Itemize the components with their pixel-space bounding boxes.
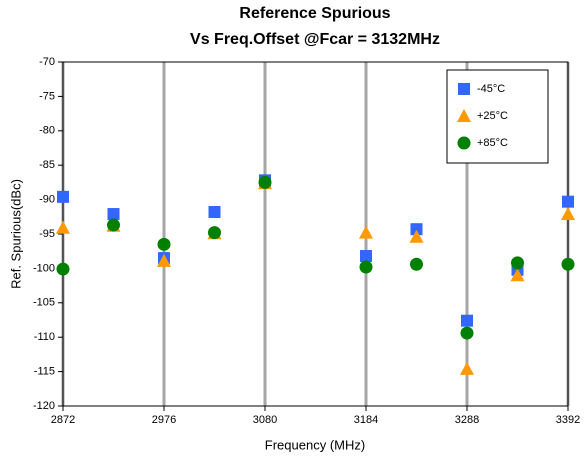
y-tick-label: -75 <box>39 90 55 102</box>
marker-triangle <box>457 109 471 122</box>
y-tick-label: -115 <box>34 366 55 378</box>
legend-label: +25°C <box>477 110 508 122</box>
y-axis-title: Ref. Spurious(dBc) <box>8 179 23 289</box>
y-tick-label: -100 <box>33 262 55 274</box>
marker-circle <box>460 326 474 340</box>
marker-circle <box>511 256 524 270</box>
x-tick-label: 2976 <box>152 414 176 426</box>
marker-triangle <box>56 220 70 234</box>
y-tick-label: -95 <box>39 228 55 240</box>
plot-border <box>62 61 569 407</box>
y-tick-label: -85 <box>39 159 55 171</box>
y-tick-label: -90 <box>39 194 55 206</box>
marker-triangle <box>359 225 373 239</box>
marker-square <box>410 223 423 236</box>
x-tick-label: 3392 <box>556 414 580 426</box>
y-tick-label: -80 <box>39 125 55 137</box>
marker-circle <box>56 262 70 276</box>
x-tick-label: 2872 <box>51 414 75 426</box>
legend: -45°C +25°C +85°C <box>446 69 549 164</box>
x-tick-label: 3288 <box>455 414 479 426</box>
marker-square <box>461 314 473 327</box>
marker-circle <box>359 260 373 274</box>
x-tick-label: 3080 <box>253 414 277 426</box>
marker-triangle <box>460 361 474 375</box>
y-tick-label: -70 <box>39 56 55 68</box>
marker-square <box>107 208 120 221</box>
marker-circle <box>208 226 221 240</box>
marker-circle <box>457 136 471 150</box>
chart-title: Reference Spurious <box>239 5 390 22</box>
marker-square <box>562 195 574 208</box>
legend-label: -45°C <box>477 83 505 95</box>
marker-triangle <box>157 253 171 267</box>
marker-triangle <box>510 268 525 282</box>
y-tick-label: -120 <box>33 400 55 412</box>
marker-square <box>57 190 69 203</box>
marker-circle <box>410 257 423 271</box>
y-tick-label: -110 <box>34 331 55 343</box>
marker-square <box>458 83 470 95</box>
marker-triangle <box>561 207 575 221</box>
y-tick-label: -105 <box>33 297 55 309</box>
marker-circle <box>561 257 575 271</box>
chart-subtitle: Vs Freq.Offset @Fcar = 3132MHz <box>190 31 440 48</box>
marker-circle <box>157 237 171 251</box>
legend-label: +85°C <box>477 137 508 149</box>
marker-square <box>360 250 372 263</box>
marker-square <box>208 205 221 218</box>
marker-circle <box>258 175 272 189</box>
marker-triangle <box>409 229 424 243</box>
x-axis-title: Frequency (MHz) <box>265 437 365 452</box>
marker-circle <box>107 218 120 232</box>
x-tick-label: 3184 <box>354 414 378 426</box>
